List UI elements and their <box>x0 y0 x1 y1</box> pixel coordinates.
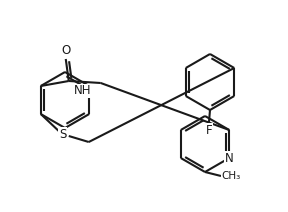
Text: F: F <box>206 124 212 137</box>
Text: O: O <box>61 45 70 57</box>
Text: S: S <box>59 127 67 141</box>
Text: CH₃: CH₃ <box>221 171 241 181</box>
Text: NH: NH <box>74 85 92 98</box>
Text: N: N <box>225 152 234 165</box>
